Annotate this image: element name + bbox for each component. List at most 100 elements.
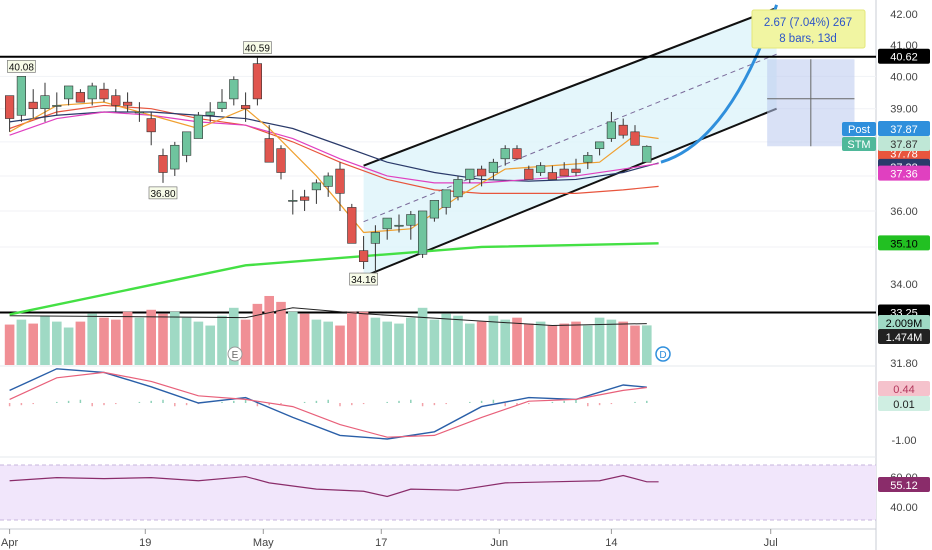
candle-body <box>559 168 569 177</box>
rsi-pane <box>0 464 876 521</box>
volume-bar <box>229 307 239 365</box>
volume-bar <box>87 313 97 365</box>
post-tag-box <box>842 122 876 136</box>
bar-label: 40.59 <box>245 44 270 55</box>
projection-tool[interactable]: 2.67 (7.04%) 267 8 bars, 13d <box>751 9 866 147</box>
candle-body <box>488 161 499 173</box>
candle-body <box>241 105 251 109</box>
horizontal-lines[interactable] <box>0 55 876 314</box>
candle-body <box>594 141 605 149</box>
price-pill: 40.62 <box>890 52 918 64</box>
volume-bar <box>323 321 333 365</box>
candle-body <box>618 124 628 136</box>
volume-bar <box>453 315 463 365</box>
candle-body <box>465 168 475 180</box>
candle-body <box>512 148 522 160</box>
candle-body <box>87 85 97 100</box>
candle-body <box>288 200 298 202</box>
volume-bar <box>264 295 274 365</box>
volume-bar <box>394 323 404 365</box>
candle-body <box>276 148 286 173</box>
earnings-marker <box>227 346 243 362</box>
macd-value-pill-box <box>878 381 930 396</box>
candle-body <box>182 131 192 156</box>
candle-body <box>299 196 310 201</box>
candle-body <box>264 138 274 163</box>
candle-body <box>311 182 322 191</box>
price-tick-label: 34.00 <box>890 279 918 291</box>
volume-bar <box>524 323 534 365</box>
price-pill: 37.78 <box>890 148 918 160</box>
candle-body <box>205 111 215 116</box>
stm-tag-box <box>842 137 876 151</box>
volume-bar <box>240 319 251 365</box>
rsi-value-pill: 55.12 <box>890 480 918 492</box>
volume-bar <box>217 315 227 365</box>
volume-bar <box>205 325 215 365</box>
volume-bar <box>146 309 156 365</box>
macd-signal-line <box>9 371 647 438</box>
candle-body <box>370 232 381 244</box>
dividend-marker-label: D <box>659 350 666 361</box>
candle-body <box>323 175 333 187</box>
price-pill: 37.36 <box>890 169 918 181</box>
volume-bar <box>370 317 381 365</box>
candle-body <box>417 210 428 255</box>
volume-bar <box>500 319 510 365</box>
projection-label-box <box>751 9 866 49</box>
volume-bar <box>335 325 345 365</box>
projection-label-line2: 8 bars, 13d <box>779 33 837 45</box>
volume-bar <box>429 319 440 365</box>
candle-body <box>52 105 62 107</box>
price-axis: 42.0041.0040.0039.0036.0034.0031.80-1.00… <box>890 9 918 514</box>
channel-upper-line <box>363 6 777 167</box>
macd-tick-label: -1.00 <box>891 435 916 447</box>
price-tick-label: 42.00 <box>890 9 918 21</box>
candle-body <box>347 207 357 244</box>
volume-bar <box>642 325 652 365</box>
stm-tag: STM <box>847 139 870 151</box>
volume-bar <box>630 325 640 365</box>
volume-value-pill-box <box>878 329 930 344</box>
candle-body <box>193 114 204 139</box>
bar-label: 40.08 <box>9 62 34 73</box>
moving-average-line <box>9 111 659 184</box>
candle-body <box>335 168 345 194</box>
volume-bar <box>488 315 499 365</box>
candle-body <box>429 200 440 219</box>
price-pill-box <box>878 235 930 251</box>
volume-bar <box>4 324 15 365</box>
volume-bar <box>535 321 546 365</box>
macd-value-pill: 0.44 <box>893 384 914 396</box>
volume-bar <box>476 321 487 365</box>
volume-bar <box>99 317 109 365</box>
time-tick-label: 14 <box>605 537 617 549</box>
channel-mid-line <box>363 53 777 223</box>
volume-bar <box>28 323 38 365</box>
post-value-pill-box <box>878 121 930 136</box>
bar-label-box <box>148 186 178 200</box>
candle-body <box>524 168 534 180</box>
volume-bar <box>252 303 263 365</box>
rsi-tick-label: 40.00 <box>890 502 918 514</box>
bar-labels: 40.08 40.59 36.80 34.16 <box>7 41 378 286</box>
time-axis: Apr 19 May 17 Jun 14 Jul <box>0 528 876 549</box>
candle-body <box>28 101 38 109</box>
bar-label-box <box>349 272 378 286</box>
candle-body <box>158 155 168 173</box>
channel-lower-line <box>363 107 777 278</box>
candle-body <box>99 88 109 100</box>
volume-bar <box>606 319 617 365</box>
candles <box>5 57 652 273</box>
volume-bar <box>382 321 392 365</box>
volume-bar <box>347 311 357 365</box>
volume-bar <box>559 323 569 365</box>
candle-body <box>642 145 652 163</box>
time-tick-label: 19 <box>139 537 151 549</box>
volume-bar <box>618 321 628 365</box>
candle-body <box>630 131 640 146</box>
time-tick-label: Apr <box>1 537 18 549</box>
volume-average-pill-box <box>878 315 930 330</box>
